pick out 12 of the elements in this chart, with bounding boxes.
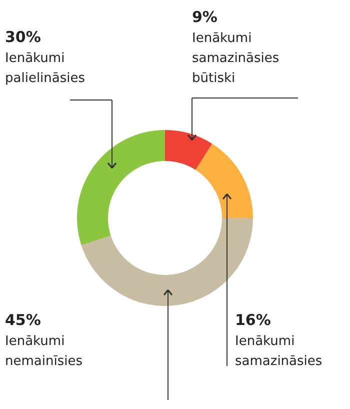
- data-label: 9%: [192, 8, 218, 26]
- data-label: 45%: [5, 311, 41, 329]
- slice-label: Ienākumi samazināsies būtiski: [192, 31, 280, 86]
- slice-label: Ienākumi nemainīsies: [5, 334, 83, 369]
- data-label: 30%: [5, 28, 41, 46]
- donut-slice: [81, 218, 253, 306]
- slice-label: Ienākumi palielināsies: [5, 51, 86, 86]
- slice-label: Ienākumi samazināsies: [235, 334, 322, 369]
- donut-slice: [165, 130, 212, 170]
- donut-slice: [77, 130, 165, 246]
- data-label: 16%: [235, 311, 271, 329]
- donut-slice: [196, 144, 253, 218]
